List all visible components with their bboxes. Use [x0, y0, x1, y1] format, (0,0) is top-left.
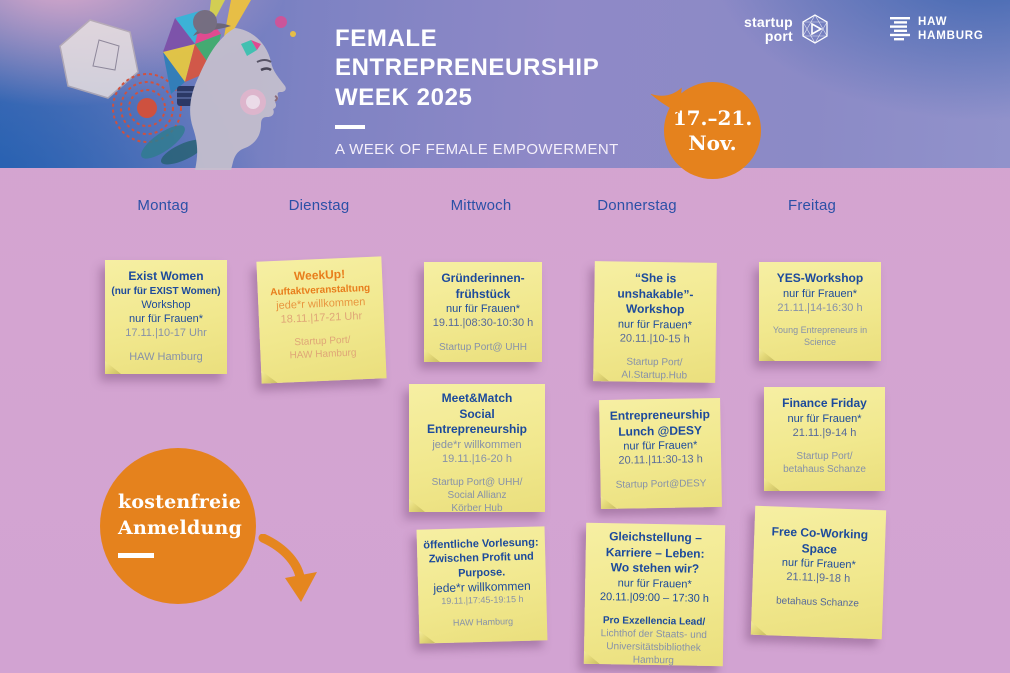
note-line: HAW Hamburg — [129, 351, 203, 364]
note-line-gap — [110, 340, 222, 350]
sticky-note-free-co-working: Free Co-Working Space nur für Frauen* 21.11… — [750, 505, 887, 640]
free-registration-badge: kostenfreie Anmeldung — [100, 448, 256, 604]
note-line: unshakable”- — [617, 286, 694, 302]
note-line: Exist Women — [128, 269, 204, 283]
note-line: (nur für EXIST Women) — [111, 285, 221, 297]
note-line: Startup Port@ UHH/ — [431, 477, 523, 489]
subtitle: A WEEK OF FEMALE EMPOWERMENT — [335, 140, 619, 158]
note-line: nur für Frauen* — [446, 303, 520, 316]
sticky-note-yes-workshop: YES-Workshop nur für Frauen* 21.11.|14-16:… — [759, 262, 881, 361]
note-line: Startup Port@ UHH — [439, 341, 527, 353]
note-line: Wo stehen wir? — [610, 560, 700, 576]
note-line: YES-Workshop — [776, 271, 864, 285]
note-line-gap — [414, 466, 540, 476]
note-line: 21.11.|14-16:30 h — [777, 301, 863, 314]
diamond-shape — [241, 40, 257, 56]
header-banner: FEMALE ENTREPRENEURSHIP WEEK 2025 A WEEK… — [0, 0, 1010, 170]
sticky-note-meet-match: Meet&Match Social Entrepreneurship jede*r w… — [409, 384, 545, 515]
note-line: HAW Hamburg — [452, 616, 514, 628]
dotted-spiral-shape — [112, 73, 182, 143]
badge-divider — [118, 553, 154, 559]
note-line: Hamburg — [632, 655, 674, 667]
woman-profile — [190, 10, 286, 170]
sticky-note-entrepreneurship-lunch: Entrepreneurship Lunch @DESY nur für Fraue… — [599, 397, 722, 510]
note-line: AI.Startup.Hub — [621, 369, 688, 382]
day-label-donnerstag: Donnerstag — [597, 197, 677, 214]
startup-port-logo: startup port — [744, 13, 831, 45]
free-registration-text: kostenfreie Anmeldung — [118, 491, 242, 539]
note-line: nur für Frauen* — [783, 287, 857, 300]
feather-shape — [141, 125, 185, 159]
note-line: “She is — [634, 270, 677, 286]
note-line-gap — [769, 440, 880, 450]
note-line: Entrepreneurship — [609, 407, 710, 423]
note-line: 19.11.|08:30-10:30 h — [432, 317, 534, 330]
note-line: 19.11.|16-20 h — [442, 453, 512, 466]
date-badge: 17.–21. Nov. — [651, 82, 761, 179]
startup-port-logo-text: startup port — [744, 14, 793, 44]
haw-hamburg-icon — [890, 17, 910, 41]
page-title: FEMALE ENTREPRENEURSHIP WEEK 2025 — [335, 25, 600, 111]
note-line: nur für Frauen* — [129, 312, 203, 325]
note-line: frühstück — [455, 286, 511, 301]
note-line: Science — [803, 336, 837, 347]
day-label-montag: Montag — [137, 197, 189, 214]
note-line: Finance Friday — [782, 396, 867, 410]
title-block: FEMALE ENTREPRENEURSHIP WEEK 2025 A WEEK… — [335, 24, 619, 158]
sticky-note-gleichstellung: Gleichstellung – Karriere – Leben: Wo steh… — [583, 522, 726, 667]
note-line: Lunch @DESY — [618, 422, 703, 439]
note-line: nur für Frauen* — [787, 412, 862, 425]
note-line: Gründerinnen- — [441, 271, 525, 285]
note-line: Workshop — [141, 298, 191, 311]
note-line: 17.11.|10-17 Uhr — [125, 327, 207, 340]
sticky-note-gruenderinnenfruehstueck: Gründerinnen-frühstück nur für Frauen* 19.… — [424, 262, 542, 362]
note-line: Startup Port/ — [796, 451, 853, 463]
day-label-freitag: Freitag — [787, 197, 837, 214]
note-line: Young Entrepreneurs in — [772, 325, 868, 336]
hexagon-shape — [59, 19, 139, 99]
speech-bubble-tail — [651, 87, 682, 114]
haw-hamburg-logo: HAW HAMBURG — [888, 15, 984, 44]
collage-illustration — [59, 0, 296, 170]
title-divider — [335, 124, 365, 129]
note-line: Startup Port@DESY — [615, 477, 707, 491]
haw-hamburg-logo-text: HAW HAMBURG — [918, 16, 984, 43]
note-line: betahaus Schanze — [783, 464, 866, 476]
note-line: Workshop — [625, 301, 685, 317]
note-line: 20.11.|09:00 – 17:30 h — [599, 591, 710, 606]
date-badge-text: 17.–21. Nov. — [672, 105, 753, 155]
note-line-gap — [764, 315, 876, 325]
day-label-dienstag: Dienstag — [288, 197, 350, 214]
note-line-gap — [429, 331, 537, 341]
arrow-down-icon — [258, 534, 317, 602]
note-line: Körber Hub — [451, 503, 503, 515]
note-line: 20.11.|10-15 h — [619, 332, 690, 346]
note-line: 20.11.|11:30-13 h — [618, 453, 703, 468]
note-line: Social — [459, 406, 495, 421]
note-line: Meet&Match — [441, 391, 513, 405]
sticky-note-finance-friday: Finance Friday nur für Frauen* 21.11.|9-14… — [764, 387, 885, 491]
note-line: Gleichstellung – — [609, 529, 702, 545]
sticky-note-oeffentliche-vorlesung: öffentliche Vorlesung: Zwischen Profit un… — [416, 526, 548, 644]
note-line: nur für Frauen* — [617, 318, 693, 332]
startup-port-icon — [802, 14, 828, 44]
note-line: Social Allianz — [447, 490, 507, 502]
day-label-mittwoch: Mittwoch — [450, 197, 512, 214]
sticky-note-weekup-auftakt: WeekUp! Auftaktveranstaltung jede*r willko… — [256, 256, 387, 384]
note-line: Universitätsbibliothek — [606, 641, 701, 655]
note-line: jede*r willkommen — [432, 438, 522, 451]
sticky-note-exist-women: Exist Women (nur für EXIST Women) Workshop… — [105, 260, 227, 374]
note-line: Entrepreneurship — [426, 422, 528, 437]
sticky-note-she-is-unshakable: “She is unshakable”- Workshop nur für Fraue… — [593, 261, 717, 383]
note-line: 21.11.|9-14 h — [792, 426, 857, 439]
